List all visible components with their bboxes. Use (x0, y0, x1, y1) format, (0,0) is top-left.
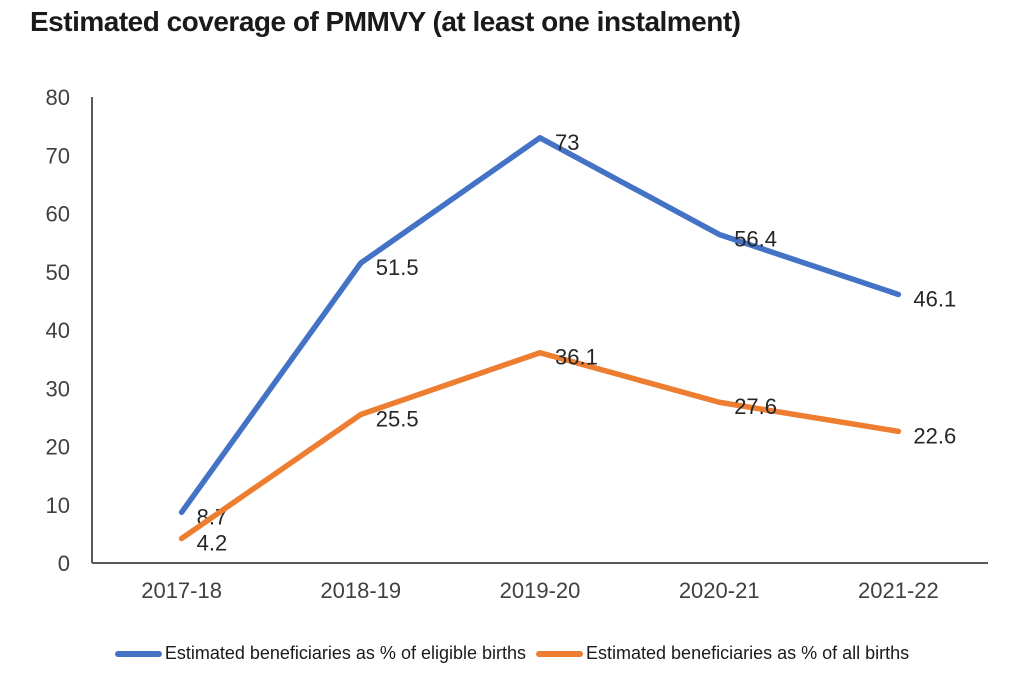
data-label: 27.6 (734, 394, 777, 419)
x-tick-label: 2020-21 (679, 578, 760, 603)
data-label: 46.1 (913, 286, 956, 311)
y-tick-label: 70 (46, 143, 70, 168)
legend-item-eligible-births: Estimated beneficiaries as % of eligible… (114, 643, 527, 664)
data-label: 36.1 (555, 345, 598, 370)
series-line-1 (178, 349, 902, 542)
legend-swatch-blue-line (114, 650, 162, 657)
y-tick-label: 40 (46, 318, 70, 343)
x-tick-label: 2019-20 (500, 578, 581, 603)
x-tick-label: 2021-22 (858, 578, 939, 603)
data-label: 25.5 (376, 406, 419, 431)
line-chart: 0 10 20 30 40 50 60 70 80 2017-18 2018-19 2019-20 20… (46, 85, 988, 603)
legend-swatch-orange-line (536, 650, 584, 657)
x-tick-label: 2017-18 (141, 578, 222, 603)
data-label: 56.4 (734, 226, 777, 251)
y-tick-label: 10 (46, 493, 70, 518)
legend-item-all-births: Estimated beneficiaries as % of all birt… (536, 643, 909, 664)
data-label: 51.5 (376, 255, 419, 280)
chart-title: Estimated coverage of PMMVY (at least on… (30, 6, 741, 37)
y-tick-label: 50 (46, 260, 70, 285)
legend-label: Estimated beneficiaries as % of eligible… (164, 643, 527, 663)
x-tick-label: 2018-19 (320, 578, 401, 603)
y-tick-label: 0 (58, 551, 70, 576)
y-tick-label: 80 (46, 85, 70, 110)
data-label: 22.6 (913, 423, 956, 448)
series-line-0 (178, 135, 902, 516)
y-tick-label: 30 (46, 376, 70, 401)
data-label: 73 (555, 130, 579, 155)
data-label: 4.2 (197, 531, 228, 556)
chart-legend: Estimated beneficiaries as % of eligible… (0, 643, 1024, 664)
y-tick-label: 20 (46, 435, 70, 460)
legend-label: Estimated beneficiaries as % of all birt… (586, 643, 910, 663)
y-tick-label: 60 (46, 202, 70, 227)
